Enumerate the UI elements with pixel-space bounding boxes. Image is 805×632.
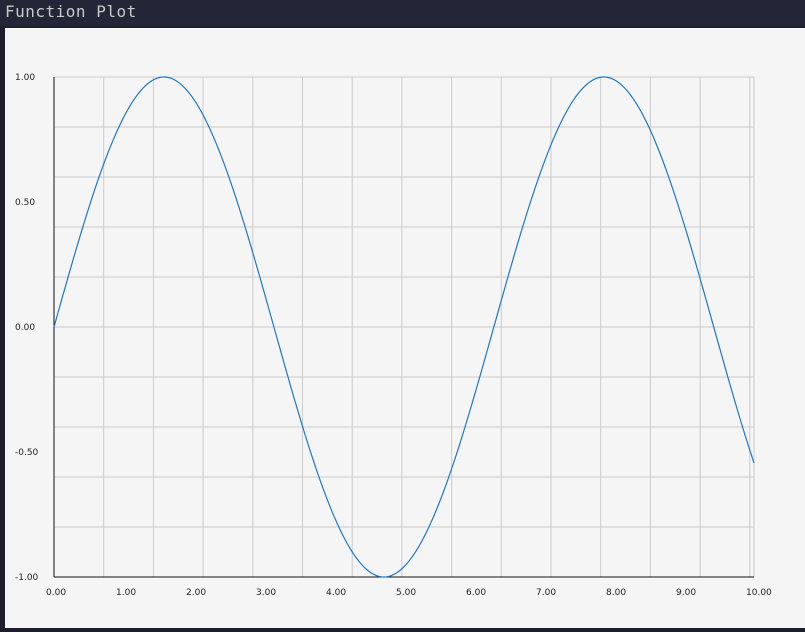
function-plot: 1.00 0.50 0.00 -0.50 -1.00 0.00 1.00 2.00 3.00 4.… bbox=[15, 73, 772, 598]
bottom-bar bbox=[0, 628, 805, 632]
x-tick-label: 5.00 bbox=[396, 588, 416, 598]
x-tick-label: 1.00 bbox=[116, 588, 136, 598]
y-tick-label: -1.00 bbox=[15, 573, 39, 583]
grid-layer bbox=[53, 76, 755, 578]
plot-panel: 1.00 0.50 0.00 -0.50 -1.00 0.00 1.00 2.00 3.00 4.… bbox=[5, 28, 805, 628]
series-layer bbox=[53, 76, 755, 578]
x-tick-label: 3.00 bbox=[256, 588, 276, 598]
x-tick-label: 7.00 bbox=[536, 588, 556, 598]
title-bar: Function Plot bbox=[0, 0, 805, 26]
x-tick-label: 10.00 bbox=[746, 588, 772, 598]
y-tick-label: -0.50 bbox=[15, 448, 39, 458]
window-title: Function Plot bbox=[5, 2, 137, 21]
y-tick-label: 0.50 bbox=[15, 198, 35, 208]
x-tick-label: 0.00 bbox=[46, 588, 66, 598]
x-tick-label: 9.00 bbox=[676, 588, 696, 598]
x-tick-label: 6.00 bbox=[466, 588, 486, 598]
x-tick-label: 8.00 bbox=[606, 588, 626, 598]
y-tick-label: 1.00 bbox=[15, 73, 35, 83]
y-tick-label: 0.00 bbox=[15, 323, 35, 333]
tick-label-layer: 1.00 0.50 0.00 -0.50 -1.00 0.00 1.00 2.00 3.00 4.… bbox=[15, 73, 772, 598]
x-tick-label: 2.00 bbox=[186, 588, 206, 598]
series-line-sin bbox=[53, 76, 755, 578]
x-tick-label: 4.00 bbox=[326, 588, 346, 598]
